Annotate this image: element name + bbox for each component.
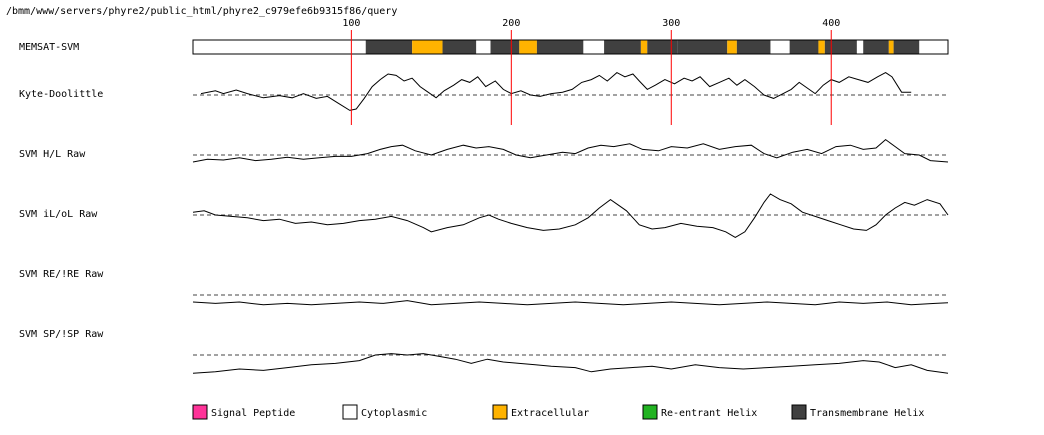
track-labels: MEMSAT-SVM Kyte-Doolittle SVM H/L Raw SVM i… xyxy=(19,42,104,340)
memsat-segment xyxy=(677,40,728,54)
memsat-segment xyxy=(736,40,771,54)
memsat-segment xyxy=(640,40,648,54)
track-line xyxy=(192,193,949,238)
memsat-segment xyxy=(412,40,443,54)
legend-label: Re-entrant Helix xyxy=(661,408,757,419)
track-label-memsat: MEMSAT-SVM xyxy=(19,42,79,53)
memsat-segment xyxy=(647,40,678,54)
track-line xyxy=(200,71,912,111)
legend-swatch xyxy=(642,404,658,420)
memsat-segment xyxy=(536,40,584,54)
legend-label: Signal Peptide xyxy=(211,408,295,419)
tick-label: 100 xyxy=(342,18,360,29)
legend-swatch xyxy=(192,404,208,420)
memsat-bar-border xyxy=(192,39,949,55)
track-label: SVM RE/!RE Raw xyxy=(19,269,104,280)
memsat-segment xyxy=(365,40,413,54)
tick-label: 200 xyxy=(502,18,520,29)
memsat-segment xyxy=(789,40,819,54)
track-line xyxy=(192,300,949,306)
track-line xyxy=(192,353,949,374)
memsat-topology-bar xyxy=(192,39,949,55)
tick-label: 400 xyxy=(822,18,840,29)
legend: Signal Peptide Cytoplasmic Extracellular Re… xyxy=(192,404,924,420)
track-label: SVM iL/oL Raw xyxy=(19,209,98,220)
memsat-segment xyxy=(727,40,737,54)
prediction-tracks xyxy=(192,71,949,374)
memsat-segment xyxy=(863,40,889,54)
legend-swatch xyxy=(791,404,807,420)
track-label: SVM SP/!SP Raw xyxy=(19,329,104,340)
query-path: /bmm/www/servers/phyre2/public_html/phyr… xyxy=(6,6,397,17)
memsat-segment xyxy=(490,40,520,54)
memsat-segment xyxy=(888,40,894,54)
memsat-segment xyxy=(442,40,477,54)
memsat-segment xyxy=(824,40,857,54)
track-label: SVM H/L Raw xyxy=(19,149,86,160)
memsat-segment xyxy=(818,40,825,54)
memsat-segment xyxy=(519,40,537,54)
legend-swatch xyxy=(492,404,508,420)
legend-label: Transmembrane Helix xyxy=(810,408,924,419)
memsat-segment xyxy=(893,40,920,54)
memsat-segment xyxy=(604,40,641,54)
track-label: Kyte-Doolittle xyxy=(19,89,103,100)
sequence-ticks: 100 200 300 400 xyxy=(342,18,840,125)
legend-label: Cytoplasmic xyxy=(361,408,427,419)
tick-label: 300 xyxy=(662,18,680,29)
legend-swatch xyxy=(342,404,358,420)
legend-label: Extracellular xyxy=(511,408,589,419)
track-line xyxy=(192,138,949,163)
